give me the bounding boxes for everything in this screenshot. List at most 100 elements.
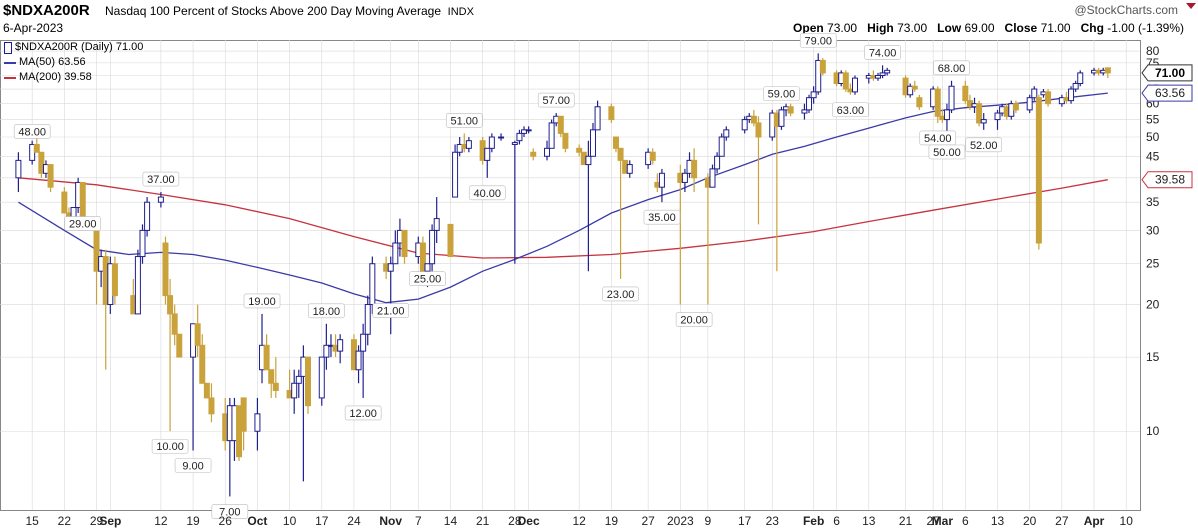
description-label: Nasdaq 100 Percent of Stocks Above 200 D… (105, 4, 474, 18)
x-tick-label: 20 (1023, 514, 1037, 528)
annotation-label: 68.00 (938, 63, 966, 75)
candle (452, 144, 459, 198)
candle (530, 148, 537, 161)
candle (337, 334, 344, 364)
annotation-label: 48.00 (18, 126, 46, 138)
candle (815, 53, 822, 95)
candle-body (1035, 97, 1042, 244)
candle-body (203, 382, 210, 399)
extreme-annotation: 29.00 (64, 216, 102, 231)
description-text: Nasdaq 100 Percent of Stocks Above 200 D… (105, 4, 441, 18)
candle (525, 126, 532, 134)
candles (15, 53, 1111, 497)
candle-body (240, 397, 247, 432)
exchange-label: INDX (447, 6, 474, 18)
y-tick-label: 50 (1146, 130, 1160, 144)
candle (934, 86, 941, 123)
candle-body (1031, 88, 1038, 99)
candle-body (658, 172, 665, 188)
candle (176, 333, 183, 358)
candle-body (15, 159, 22, 179)
candle (994, 109, 1001, 130)
x-tick-label: 10 (283, 514, 297, 528)
legend-main: $NDXA200R (Daily) 71.00 (4, 40, 143, 55)
candle (465, 137, 472, 153)
annotation-label: 23.00 (607, 289, 635, 301)
annotation-box (537, 92, 575, 108)
candle (1045, 89, 1052, 107)
candle-body (511, 142, 518, 145)
annotation-label: 40.00 (473, 188, 501, 200)
candle (268, 369, 275, 398)
extreme-annotation: 52.00 (965, 137, 1003, 153)
candle-body (801, 109, 808, 114)
annotation-box (933, 60, 970, 76)
candle (203, 382, 210, 399)
legend: $NDXA200R (Daily) 71.00 MA(50) 63.56 MA(… (4, 40, 143, 85)
annotation-box (13, 124, 51, 139)
annotations: 48.00 29.00 37.00 10.00 9.00 7.00 19.00 18.00 12… (13, 33, 1003, 519)
candle (240, 397, 247, 451)
extreme-annotation: 25.00 (409, 271, 446, 287)
candle (419, 236, 426, 272)
menu-corner-icon[interactable] (1186, 3, 1196, 9)
annotation-box (142, 171, 180, 187)
extreme-annotation: 21.00 (372, 303, 410, 318)
extreme-annotation: 74.00 (864, 45, 901, 60)
annotation-label: 57.00 (542, 95, 570, 107)
y-tick-label: 20 (1146, 298, 1160, 312)
tag-label: 63.56 (1155, 86, 1185, 100)
x-tick-label: Feb (803, 514, 824, 528)
annotation-label: 10.00 (156, 441, 184, 453)
high-label: High (867, 21, 894, 35)
candle-body (1077, 72, 1084, 85)
candle-body (1026, 97, 1033, 111)
candle (907, 83, 914, 98)
candle-body (585, 155, 592, 166)
annotation-box (832, 102, 869, 118)
candle (1026, 94, 1033, 114)
candle (852, 75, 858, 95)
candle-body (1012, 103, 1019, 111)
y-tick-label: 55 (1146, 113, 1160, 127)
extreme-annotation: 63.00 (832, 102, 869, 118)
x-tick-label: 2023 (667, 514, 694, 528)
candle-body (484, 147, 491, 161)
extreme-annotation: 37.00 (142, 171, 180, 187)
extreme-annotation: 35.00 (643, 209, 681, 225)
candle-body (617, 147, 624, 161)
candle (484, 147, 491, 178)
candle (488, 133, 495, 153)
candle (608, 103, 615, 123)
candle-body (465, 140, 472, 149)
annotation-box (864, 45, 901, 60)
close-label: Close (1004, 21, 1038, 35)
candle (33, 137, 40, 153)
low-value: 69.00 (964, 21, 995, 35)
candle-body (948, 85, 955, 111)
candle (272, 357, 279, 398)
legend-ma50-text: MA(50) 63.56 (19, 56, 86, 68)
extreme-annotation: 68.00 (933, 60, 970, 76)
annotation-label: 63.00 (837, 105, 865, 117)
candle-body (755, 122, 762, 138)
candle (589, 122, 596, 157)
candle-body (884, 69, 891, 74)
candle (884, 67, 891, 76)
candle-body (525, 129, 532, 132)
annotation-label: 52.00 (970, 140, 998, 152)
annotation-label: 9.00 (182, 461, 203, 473)
x-tick-label: 19 (605, 514, 619, 528)
candle-body (608, 106, 615, 121)
close-value: 71.00 (1040, 21, 1071, 35)
candle-body (171, 313, 178, 335)
annotation-box (344, 405, 382, 421)
candle (355, 345, 362, 384)
candle (562, 132, 569, 153)
extreme-annotation: 59.00 (763, 86, 800, 102)
y-tick-label: 80 (1146, 44, 1160, 58)
annotation-box (64, 216, 102, 231)
candle-body (741, 119, 748, 131)
candle (709, 164, 716, 188)
